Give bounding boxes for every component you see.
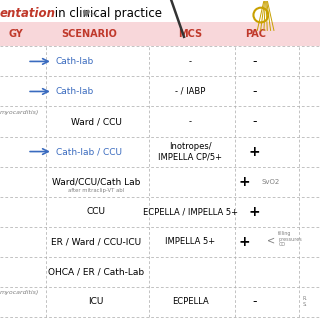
Text: Ward/CCU/Cath Lab: Ward/CCU/Cath Lab	[52, 177, 140, 186]
Text: -: -	[252, 85, 257, 98]
Text: myocarditis): myocarditis)	[0, 290, 39, 295]
Text: +: +	[239, 235, 251, 249]
Text: -: -	[252, 55, 257, 68]
Text: +: +	[249, 205, 260, 219]
Text: R.
S.: R. S.	[302, 296, 307, 307]
Text: filling
pressures
CO: filling pressures CO	[278, 231, 302, 247]
Text: Cath-lab / CCU: Cath-lab / CCU	[56, 147, 122, 156]
Text: in clinical practice: in clinical practice	[51, 7, 162, 20]
Text: ♥∼: ♥∼	[81, 9, 98, 20]
Text: MCS: MCS	[178, 29, 203, 39]
Text: ECPELLA: ECPELLA	[172, 297, 209, 306]
Text: - / IABP: - / IABP	[175, 87, 205, 96]
Text: PAC: PAC	[245, 29, 267, 39]
Text: -: -	[252, 295, 257, 308]
Text: Ward / CCU: Ward / CCU	[71, 117, 121, 126]
Text: Cath-lab: Cath-lab	[56, 57, 94, 66]
Text: SvO2: SvO2	[261, 179, 280, 185]
Text: Cath-lab: Cath-lab	[56, 87, 94, 96]
Text: ICU: ICU	[88, 297, 104, 306]
Text: Inotropes/
IMPELLA CP/5+: Inotropes/ IMPELLA CP/5+	[158, 141, 222, 162]
Text: +: +	[239, 175, 251, 188]
Text: GY: GY	[9, 29, 23, 39]
Text: <: <	[267, 235, 275, 245]
Bar	[0, 22, 320, 46]
Text: CCU: CCU	[86, 207, 106, 216]
Text: +: +	[249, 145, 260, 158]
Text: ER / Ward / CCU-ICU: ER / Ward / CCU-ICU	[51, 237, 141, 246]
Text: SCENARIO: SCENARIO	[62, 29, 117, 39]
Text: OHCA / ER / Cath-Lab: OHCA / ER / Cath-Lab	[48, 267, 144, 276]
Text: ECPELLA / IMPELLA 5+: ECPELLA / IMPELLA 5+	[143, 207, 238, 216]
Text: IMPELLA 5+: IMPELLA 5+	[165, 237, 215, 246]
Text: -: -	[189, 57, 192, 66]
Text: myocarditis): myocarditis)	[0, 110, 39, 115]
Text: -: -	[252, 115, 257, 128]
Text: entation: entation	[0, 7, 56, 20]
Text: after mitraclip-VT abl: after mitraclip-VT abl	[68, 188, 124, 193]
Text: -: -	[189, 117, 192, 126]
